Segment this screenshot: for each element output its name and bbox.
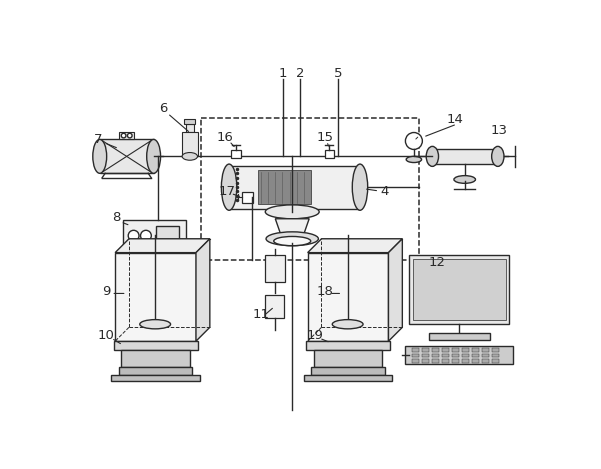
Bar (412, 359, 419, 363)
Ellipse shape (140, 319, 171, 329)
Ellipse shape (221, 164, 237, 210)
Bar (264, 255, 284, 282)
Bar (201, 118, 419, 260)
Bar (325, 150, 334, 158)
Ellipse shape (454, 175, 475, 183)
Bar (442, 348, 450, 352)
Bar (115, 253, 196, 341)
Bar (451, 354, 459, 357)
Text: 4: 4 (380, 184, 389, 197)
Text: 14: 14 (447, 113, 464, 126)
Text: 12: 12 (429, 256, 445, 269)
Bar (451, 348, 459, 352)
Text: 8: 8 (112, 212, 121, 225)
Bar (156, 227, 179, 243)
Bar (308, 253, 388, 341)
Ellipse shape (332, 319, 363, 329)
Bar (182, 132, 198, 156)
Bar (231, 150, 240, 158)
Ellipse shape (406, 133, 423, 150)
Bar (432, 354, 439, 357)
Bar (311, 367, 385, 375)
Bar (114, 341, 198, 350)
Bar (472, 359, 480, 363)
Text: 17: 17 (219, 185, 236, 198)
Bar (421, 348, 429, 352)
Bar (409, 255, 510, 324)
Text: 1: 1 (279, 67, 287, 80)
Bar (492, 354, 499, 357)
Bar (111, 375, 200, 381)
Bar (421, 354, 429, 357)
Ellipse shape (492, 146, 504, 166)
Bar (462, 348, 469, 352)
Bar (492, 348, 499, 352)
Ellipse shape (147, 139, 160, 174)
Text: 13: 13 (490, 124, 507, 136)
Bar (304, 375, 392, 381)
Bar (442, 359, 450, 363)
Ellipse shape (141, 230, 151, 241)
Bar (481, 354, 489, 357)
Bar (185, 120, 195, 124)
Ellipse shape (128, 230, 139, 241)
Polygon shape (388, 239, 402, 341)
Ellipse shape (406, 156, 421, 163)
Bar (429, 333, 490, 340)
Text: 5: 5 (334, 67, 343, 80)
Bar (123, 220, 186, 251)
Bar (314, 350, 382, 367)
Bar (432, 149, 498, 164)
Bar (481, 348, 489, 352)
Bar (100, 139, 154, 174)
Bar (412, 354, 419, 357)
Text: 10: 10 (97, 329, 114, 342)
Text: 16: 16 (217, 131, 234, 144)
Bar (265, 295, 284, 318)
Polygon shape (115, 239, 210, 253)
Polygon shape (275, 219, 309, 236)
Text: 11: 11 (253, 308, 270, 321)
Bar (481, 359, 489, 363)
Bar (442, 354, 450, 357)
Bar (119, 132, 135, 139)
Bar (432, 348, 439, 352)
Bar (472, 354, 480, 357)
Text: 7: 7 (94, 133, 102, 146)
Bar (412, 348, 419, 352)
Ellipse shape (127, 133, 132, 138)
Ellipse shape (182, 152, 198, 160)
Bar (121, 350, 190, 367)
Text: 19: 19 (307, 329, 324, 342)
Bar (413, 259, 505, 320)
Ellipse shape (352, 164, 368, 210)
Polygon shape (196, 239, 210, 341)
Ellipse shape (266, 232, 319, 246)
Bar (229, 166, 360, 209)
Ellipse shape (265, 205, 319, 219)
Bar (492, 359, 499, 363)
Bar (451, 359, 459, 363)
Text: 15: 15 (316, 131, 333, 144)
Bar (258, 170, 311, 204)
Bar (406, 346, 513, 364)
Text: 18: 18 (316, 285, 333, 298)
Text: 2: 2 (296, 67, 304, 80)
Ellipse shape (426, 146, 439, 166)
Bar (462, 354, 469, 357)
Bar (242, 192, 253, 203)
Text: 6: 6 (159, 102, 167, 115)
Polygon shape (308, 239, 402, 253)
Ellipse shape (121, 133, 126, 138)
Ellipse shape (273, 236, 311, 246)
Text: 9: 9 (102, 285, 110, 298)
Bar (119, 367, 192, 375)
Ellipse shape (93, 139, 106, 174)
Bar (472, 348, 480, 352)
Bar (421, 359, 429, 363)
Bar (186, 124, 194, 132)
Bar (432, 359, 439, 363)
Bar (306, 341, 390, 350)
Bar (462, 359, 469, 363)
